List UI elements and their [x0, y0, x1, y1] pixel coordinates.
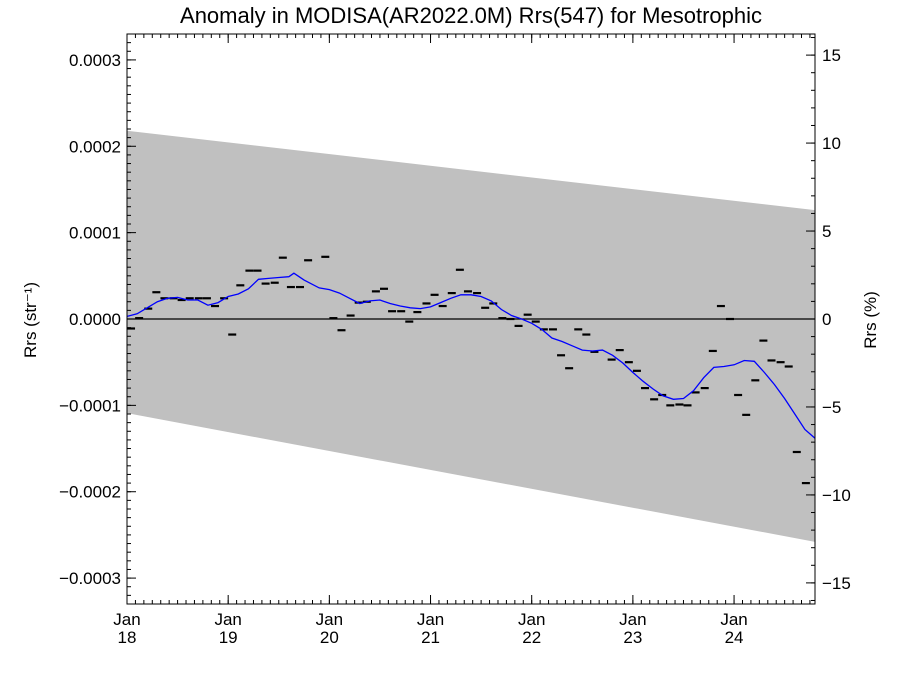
smoothed-anomaly-line: [127, 272, 815, 439]
x-tick-year: 23: [623, 628, 642, 647]
x-tick-year: 22: [522, 628, 541, 647]
x-tick-month: Jan: [518, 610, 545, 629]
x-tick-month: Jan: [316, 610, 343, 629]
right-axis-label: Rrs (%): [861, 291, 880, 349]
left-axis-label: Rrs (str⁻¹): [21, 282, 40, 358]
left-tick-label: −0.0002: [59, 483, 121, 502]
right-tick-label: 15: [822, 46, 841, 65]
plot-content: [127, 130, 815, 542]
x-tick-month: Jan: [619, 610, 646, 629]
right-tick-label: 0: [822, 310, 831, 329]
x-tick-year: 18: [118, 628, 137, 647]
uncertainty-band: [127, 130, 815, 542]
right-tick-label: 10: [822, 134, 841, 153]
left-tick-label: 0.0002: [69, 137, 121, 156]
x-tick-year: 19: [219, 628, 238, 647]
left-tick-label: 0.0000: [69, 310, 121, 329]
right-tick-label: −10: [822, 486, 851, 505]
right-tick-label: −5: [822, 398, 841, 417]
x-tick-year: 21: [421, 628, 440, 647]
x-tick-year: 24: [725, 628, 744, 647]
left-tick-label: −0.0001: [59, 396, 121, 415]
chart-title: Anomaly in MODISA(AR2022.0M) Rrs(547) fo…: [180, 3, 762, 28]
axes: 0.0003 0.0002 0.0001 0.0000 −0.0001 −0.0002 −0…: [59, 33, 851, 647]
left-tick-label: −0.0003: [59, 569, 121, 588]
left-tick-label: 0.0003: [69, 51, 121, 70]
x-tick-year: 20: [320, 628, 339, 647]
x-tick-month: Jan: [417, 610, 444, 629]
right-tick-label: 5: [822, 222, 831, 241]
right-tick-label: −15: [822, 574, 851, 593]
left-tick-label: 0.0001: [69, 224, 121, 243]
x-tick-month: Jan: [113, 610, 140, 629]
x-tick-month: Jan: [214, 610, 241, 629]
x-tick-month: Jan: [720, 610, 747, 629]
